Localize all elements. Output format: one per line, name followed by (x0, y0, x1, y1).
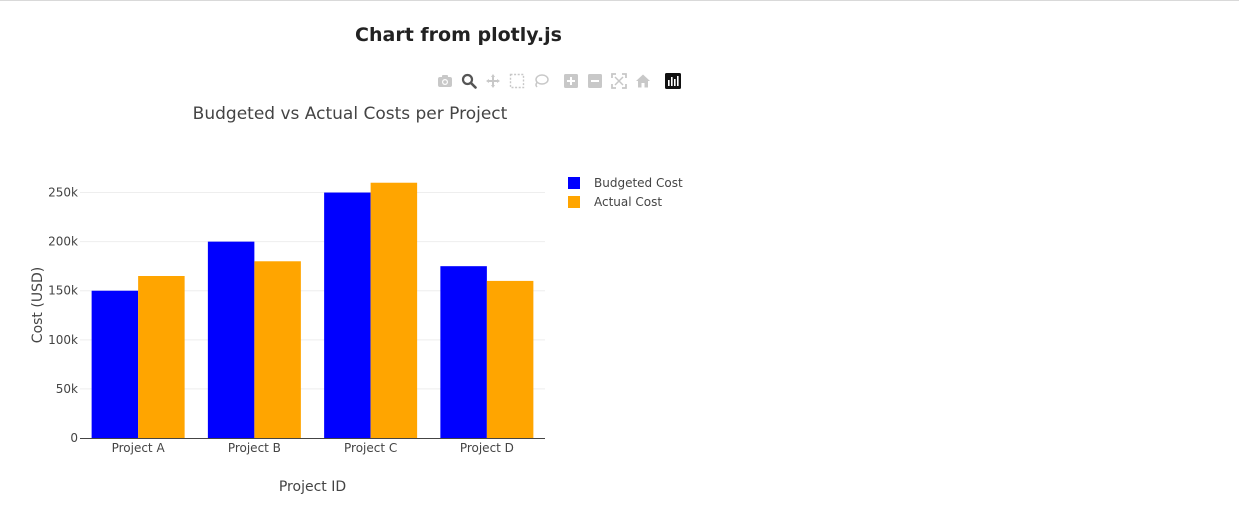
bar[interactable] (254, 261, 301, 438)
y-tick-label: 100k (48, 333, 78, 347)
x-axis-title: Project ID (279, 479, 346, 495)
y-tick-label: 0 (70, 431, 78, 445)
bar[interactable] (486, 280, 534, 438)
legend-label[interactable]: Budgeted Cost (594, 176, 683, 190)
plotly-logo-icon[interactable] (664, 72, 682, 90)
x-tick-label: Project C (344, 441, 397, 455)
legend-swatch[interactable] (568, 177, 580, 189)
x-tick-label: Project A (112, 441, 166, 455)
legend-swatch[interactable] (568, 196, 580, 208)
bar[interactable] (440, 266, 487, 438)
legend: Budgeted Cost Actual Cost (568, 176, 683, 209)
zoom-icon[interactable] (460, 72, 478, 90)
autoscale-icon[interactable] (610, 72, 628, 90)
camera-icon[interactable] (436, 72, 454, 90)
bar[interactable] (207, 241, 255, 438)
y-tick-labels: 0 50k 100k 150k 200k 250k (48, 186, 78, 445)
lasso-select-icon[interactable] (532, 72, 550, 90)
bars (91, 182, 534, 438)
y-tick-label: 200k (48, 235, 78, 249)
top-divider (0, 0, 1239, 1)
page-title: Chart from plotly.js (355, 24, 562, 46)
legend-label[interactable]: Actual Cost (594, 195, 662, 209)
y-tick-label: 50k (56, 382, 78, 396)
zoom-out-icon[interactable] (586, 72, 604, 90)
reset-axes-icon[interactable] (634, 72, 652, 90)
y-axis-title: Cost (USD) (30, 267, 46, 343)
bar[interactable] (324, 192, 371, 438)
x-tick-label: Project D (460, 441, 514, 455)
bar[interactable] (370, 182, 418, 438)
x-tick-label: Project B (228, 441, 281, 455)
y-tick-label: 250k (48, 186, 78, 200)
bar[interactable] (138, 276, 185, 438)
box-select-icon[interactable] (508, 72, 526, 90)
y-tick-label: 150k (48, 284, 78, 298)
zoom-in-icon[interactable] (562, 72, 580, 90)
x-tick-labels: Project A Project B Project C Project D (112, 441, 514, 455)
modebar (436, 71, 688, 91)
chart-title: Budgeted vs Actual Costs per Project (193, 104, 508, 124)
pan-icon[interactable] (484, 72, 502, 90)
bar[interactable] (91, 290, 139, 438)
